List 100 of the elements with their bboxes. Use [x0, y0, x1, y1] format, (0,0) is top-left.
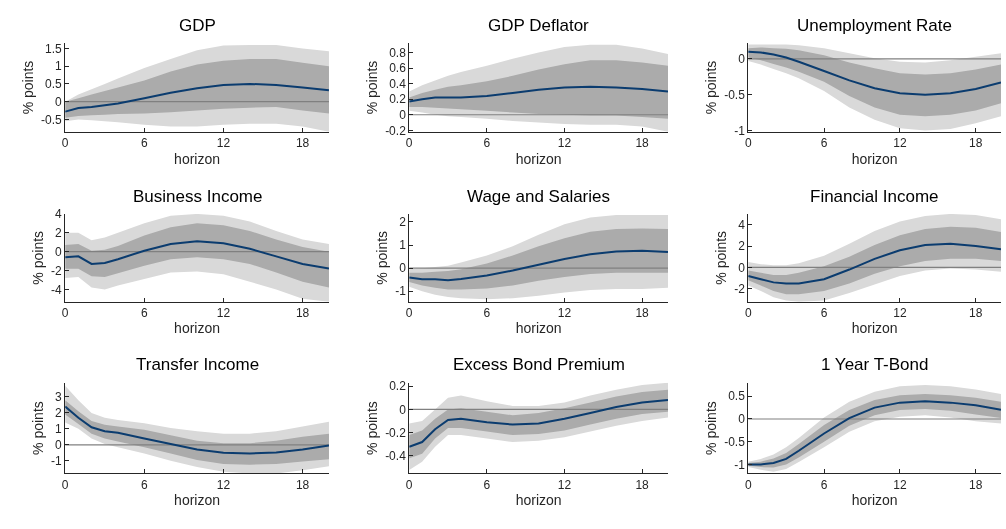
y-tick-label: 4: [738, 217, 746, 232]
chart-title: Business Income: [133, 187, 263, 206]
y-tick-label: -0.2: [385, 425, 407, 440]
y-tick-label: -0.5: [724, 87, 746, 102]
x-tick-label: 12: [216, 136, 231, 151]
y-tick-label: 1: [55, 422, 63, 437]
y-tick-label: -1: [734, 123, 746, 138]
y-tick-label: 0.5: [728, 389, 746, 404]
x-tick-label: 18: [969, 136, 983, 151]
y-tick-label: 0.2: [389, 92, 407, 107]
y-tick-label: -0.4: [385, 449, 407, 464]
chart-title: 1 Year T-Bond: [821, 355, 929, 374]
x-tick-label: 12: [216, 477, 231, 492]
y-axis-title: % points: [29, 401, 46, 455]
y-axis-title: % points: [702, 401, 719, 455]
x-tick-label: 18: [295, 136, 310, 151]
x-tick-label: 18: [295, 477, 310, 492]
y-tick-label: 0: [738, 260, 746, 275]
x-tick-label: 6: [820, 477, 828, 492]
x-tick-label: 12: [216, 306, 231, 321]
x-tick-label: 18: [635, 306, 650, 321]
x-axis-title: horizon: [174, 320, 221, 337]
x-tick-label: 12: [557, 136, 572, 151]
y-tick-label: 1.5: [45, 41, 63, 56]
y-tick-label: -1: [734, 457, 746, 472]
x-axis-title: horizon: [851, 150, 898, 167]
y-tick-label: -0.5: [724, 434, 746, 449]
chart-title: GDP: [179, 16, 216, 35]
y-axis-title: % points: [29, 230, 46, 285]
x-tick-label: 12: [893, 477, 907, 492]
line-series: [65, 240, 329, 270]
y-tick-label: 2: [55, 406, 63, 421]
y-tick-label: 0: [55, 437, 63, 452]
y-tick-label: 2: [399, 215, 407, 230]
y-tick-label: -0.5: [41, 112, 63, 127]
y-axis-title: % points: [702, 60, 719, 115]
x-tick-label: 18: [295, 306, 310, 321]
x-axis-title: horizon: [515, 320, 562, 337]
y-tick-label: -2: [51, 263, 63, 278]
line-series: [409, 85, 668, 103]
x-axis-title: horizon: [515, 150, 562, 167]
y-tick-label: 2: [738, 239, 746, 254]
x-tick-label: 12: [893, 306, 907, 321]
y-axis-title: % points: [363, 401, 380, 455]
chart-title: Unemployment Rate: [797, 16, 952, 35]
x-tick-label: 18: [635, 136, 650, 151]
x-tick-label: 6: [140, 306, 148, 321]
x-tick-label: 12: [557, 306, 572, 321]
chart-title: Financial Income: [810, 187, 939, 206]
x-axis-title: horizon: [851, 320, 898, 337]
x-axis-title: horizon: [851, 492, 898, 509]
y-tick-label: -1: [395, 284, 407, 299]
y-tick-label: -1: [51, 453, 63, 468]
x-tick-label: 6: [140, 136, 148, 151]
y-tick-label: -4: [51, 282, 63, 297]
x-tick-label: 6: [483, 477, 491, 492]
y-tick-label: 2: [55, 225, 63, 240]
y-tick-label: 0: [399, 402, 407, 417]
y-tick-label: 4: [55, 207, 63, 222]
x-tick-label: 6: [140, 477, 148, 492]
y-axis-title: % points: [712, 230, 729, 285]
y-tick-label: 0.6: [389, 61, 407, 76]
y-axis-title: % points: [19, 60, 36, 115]
y-axis-title: % points: [363, 60, 380, 115]
y-tick-label: 1: [55, 59, 63, 74]
line-series: [409, 249, 668, 282]
line-series: [748, 242, 1001, 285]
line-series: [65, 82, 329, 113]
y-tick-label: 0: [738, 52, 746, 67]
line-series: [65, 405, 329, 455]
y-tick-label: 1: [399, 238, 407, 253]
x-tick-label: 6: [820, 306, 828, 321]
chart-title: Transfer Income: [136, 355, 260, 374]
x-tick-label: 18: [969, 477, 983, 492]
x-axis-title: horizon: [174, 492, 221, 509]
y-tick-label: -0.2: [385, 123, 407, 138]
y-tick-label: 3: [55, 390, 63, 405]
x-tick-label: 6: [820, 136, 828, 151]
x-tick-label: 6: [483, 306, 491, 321]
chart-title: Wage and Salaries: [467, 187, 611, 206]
chart-title: Excess Bond Premium: [453, 355, 625, 374]
x-tick-label: 12: [557, 477, 572, 492]
y-tick-label: 0.5: [45, 77, 63, 92]
x-axis-title: horizon: [515, 492, 562, 509]
y-tick-label: 0: [55, 94, 63, 109]
x-tick-label: 18: [635, 477, 650, 492]
line-series: [748, 50, 1001, 96]
y-tick-label: 0: [55, 244, 63, 259]
y-tick-label: 0.4: [389, 76, 407, 91]
chart-title: GDP Deflator: [488, 16, 590, 35]
x-tick-label: 12: [893, 136, 907, 151]
line-series: [409, 399, 668, 448]
x-tick-label: 18: [969, 306, 983, 321]
y-tick-label: -2: [734, 282, 746, 296]
y-tick-label: 0.2: [389, 379, 407, 394]
y-axis-title: % points: [373, 230, 390, 285]
x-tick-label: 6: [483, 136, 491, 151]
x-axis-title: horizon: [174, 150, 221, 167]
y-tick-label: 0: [399, 107, 407, 122]
y-tick-label: 0: [738, 412, 746, 427]
